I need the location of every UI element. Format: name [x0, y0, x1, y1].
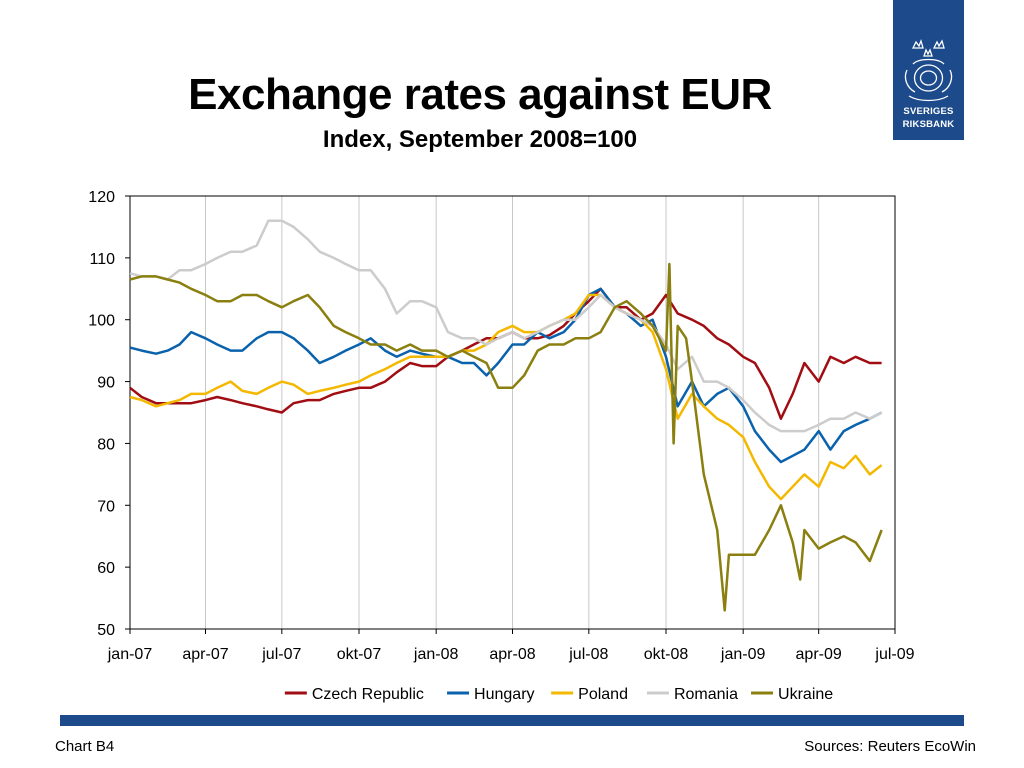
bottom-bar [60, 715, 964, 726]
chart-title: Exchange rates against EUR [188, 70, 772, 119]
y-tick-label: 70 [97, 498, 115, 515]
legend-label: Czech Republic [312, 686, 424, 703]
x-tick-label: apr-08 [489, 646, 535, 663]
logo-text-line2: RIKSBANK [902, 119, 955, 130]
riksbank-logo: SVERIGES RIKSBANK [893, 0, 964, 140]
legend-label: Hungary [474, 686, 534, 703]
y-tick-label: 60 [97, 560, 115, 577]
y-tick-label: 50 [97, 622, 115, 639]
y-tick-label: 110 [89, 251, 115, 268]
line-chart: jan-07 apr-07 jul-07 okt-07 jan-08 apr-08 jul-… [88, 189, 914, 703]
x-tick-label: apr-07 [182, 646, 228, 663]
x-tick-label: jul-09 [874, 646, 914, 663]
source-note: Sources: Reuters EcoWin [804, 738, 976, 755]
chart-subtitle: Index, September 2008=100 [322, 126, 638, 153]
x-tick-label: apr-09 [796, 646, 842, 663]
series-line-poland [129, 293, 883, 501]
legend-label: Poland [578, 686, 628, 703]
y-tick-label: 80 [97, 436, 115, 453]
x-tick-label: jan-08 [413, 646, 459, 663]
y-tick-label: 100 [88, 313, 115, 330]
logo-text-line1: SVERIGES [903, 106, 954, 117]
series-line-ukraine [129, 262, 883, 612]
chart-number: Chart B4 [55, 738, 115, 755]
y-tick-label: 90 [97, 375, 115, 392]
y-tick-label: 120 [88, 189, 115, 206]
x-tick-label: jan-09 [720, 646, 766, 663]
riksbank-emblem-icon [904, 38, 953, 102]
legend-label: Romania [674, 686, 738, 703]
x-tick-label: jan-07 [107, 646, 153, 663]
x-tick-label: okt-07 [337, 646, 382, 663]
legend-label: Ukraine [778, 686, 833, 703]
series-line-hungary [129, 287, 883, 464]
x-tick-label: okt-08 [644, 646, 689, 663]
x-tick-label: jul-08 [568, 646, 608, 663]
series-line-romania [129, 219, 883, 433]
x-tick-label: jul-07 [261, 646, 301, 663]
plot-area-frame [129, 195, 896, 630]
